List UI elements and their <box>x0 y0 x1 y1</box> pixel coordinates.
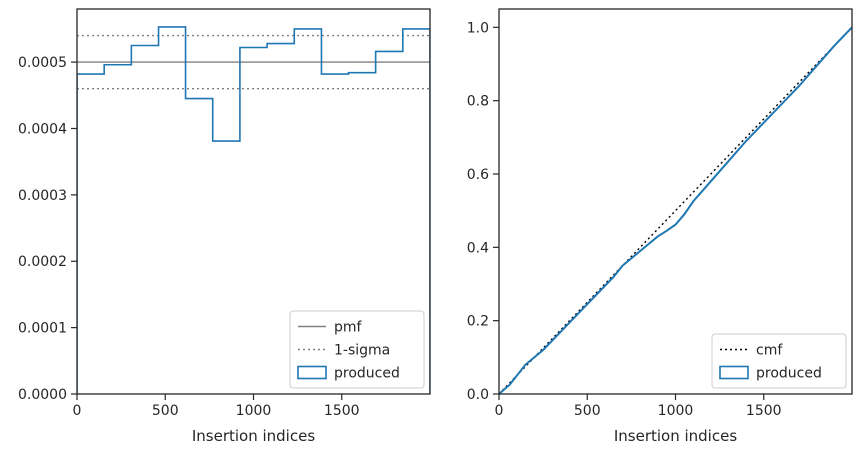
y-tick-label: 0.0000 <box>18 387 67 403</box>
legend-label: pmf <box>334 320 363 336</box>
y-tick-label: 0.0005 <box>18 55 67 71</box>
legend-box <box>289 310 425 389</box>
x-axis-label: Insertion indices <box>192 427 315 445</box>
legend: cmf produced <box>711 333 847 389</box>
x-tick-label: 1000 <box>236 403 272 419</box>
x-tick-label: 1500 <box>746 403 782 419</box>
left-histogram-panel: 0 500 1000 1500 0.0000 0.0001 0.0002 0.0003 0.00… <box>18 8 431 445</box>
legend-swatch-produced <box>719 365 749 380</box>
right-cdf-panel: 0 500 1000 1500 0.0 0.2 0.4 0.6 0.8 1.0 Insertion … <box>467 8 853 445</box>
legend-swatch-produced <box>297 365 327 380</box>
legend-label: produced <box>334 366 400 382</box>
plot-area <box>77 26 430 394</box>
legend-label: produced <box>756 366 822 382</box>
y-tick-label: 0.0 <box>467 387 489 403</box>
x-tick-label: 500 <box>152 403 179 419</box>
legend-label: cmf <box>756 343 783 359</box>
legend-label: 1-sigma <box>334 343 390 359</box>
x-tick-label: 0 <box>73 403 82 419</box>
legend: pmf 1-sigma produced <box>289 310 425 389</box>
produced-histogram <box>77 26 430 394</box>
y-tick-label: 0.2 <box>467 314 489 330</box>
x-tick-label: 1500 <box>324 403 360 419</box>
y-tick-label: 0.0004 <box>18 121 67 137</box>
y-tick-label: 0.0002 <box>18 254 67 270</box>
y-tick-label: 0.6 <box>467 167 489 183</box>
produced-cdf-line <box>499 26 852 394</box>
legend-box <box>711 333 847 389</box>
x-tick-label: 500 <box>574 403 601 419</box>
y-tick-label: 0.8 <box>467 94 489 110</box>
y-tick-label: 1.0 <box>467 20 489 36</box>
y-tick-label: 0.0003 <box>18 188 67 204</box>
x-tick-label: 1000 <box>658 403 694 419</box>
x-axis-label: Insertion indices <box>614 427 737 445</box>
plot-area <box>499 26 852 394</box>
y-tick-label: 0.4 <box>467 240 489 256</box>
x-tick-label: 0 <box>495 403 504 419</box>
y-tick-label: 0.0001 <box>18 321 67 337</box>
